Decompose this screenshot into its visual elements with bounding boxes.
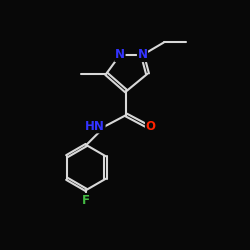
Text: N: N: [115, 48, 125, 62]
Text: F: F: [82, 194, 90, 206]
Text: N: N: [138, 48, 147, 62]
Text: HN: HN: [85, 120, 105, 133]
Text: O: O: [146, 120, 156, 133]
